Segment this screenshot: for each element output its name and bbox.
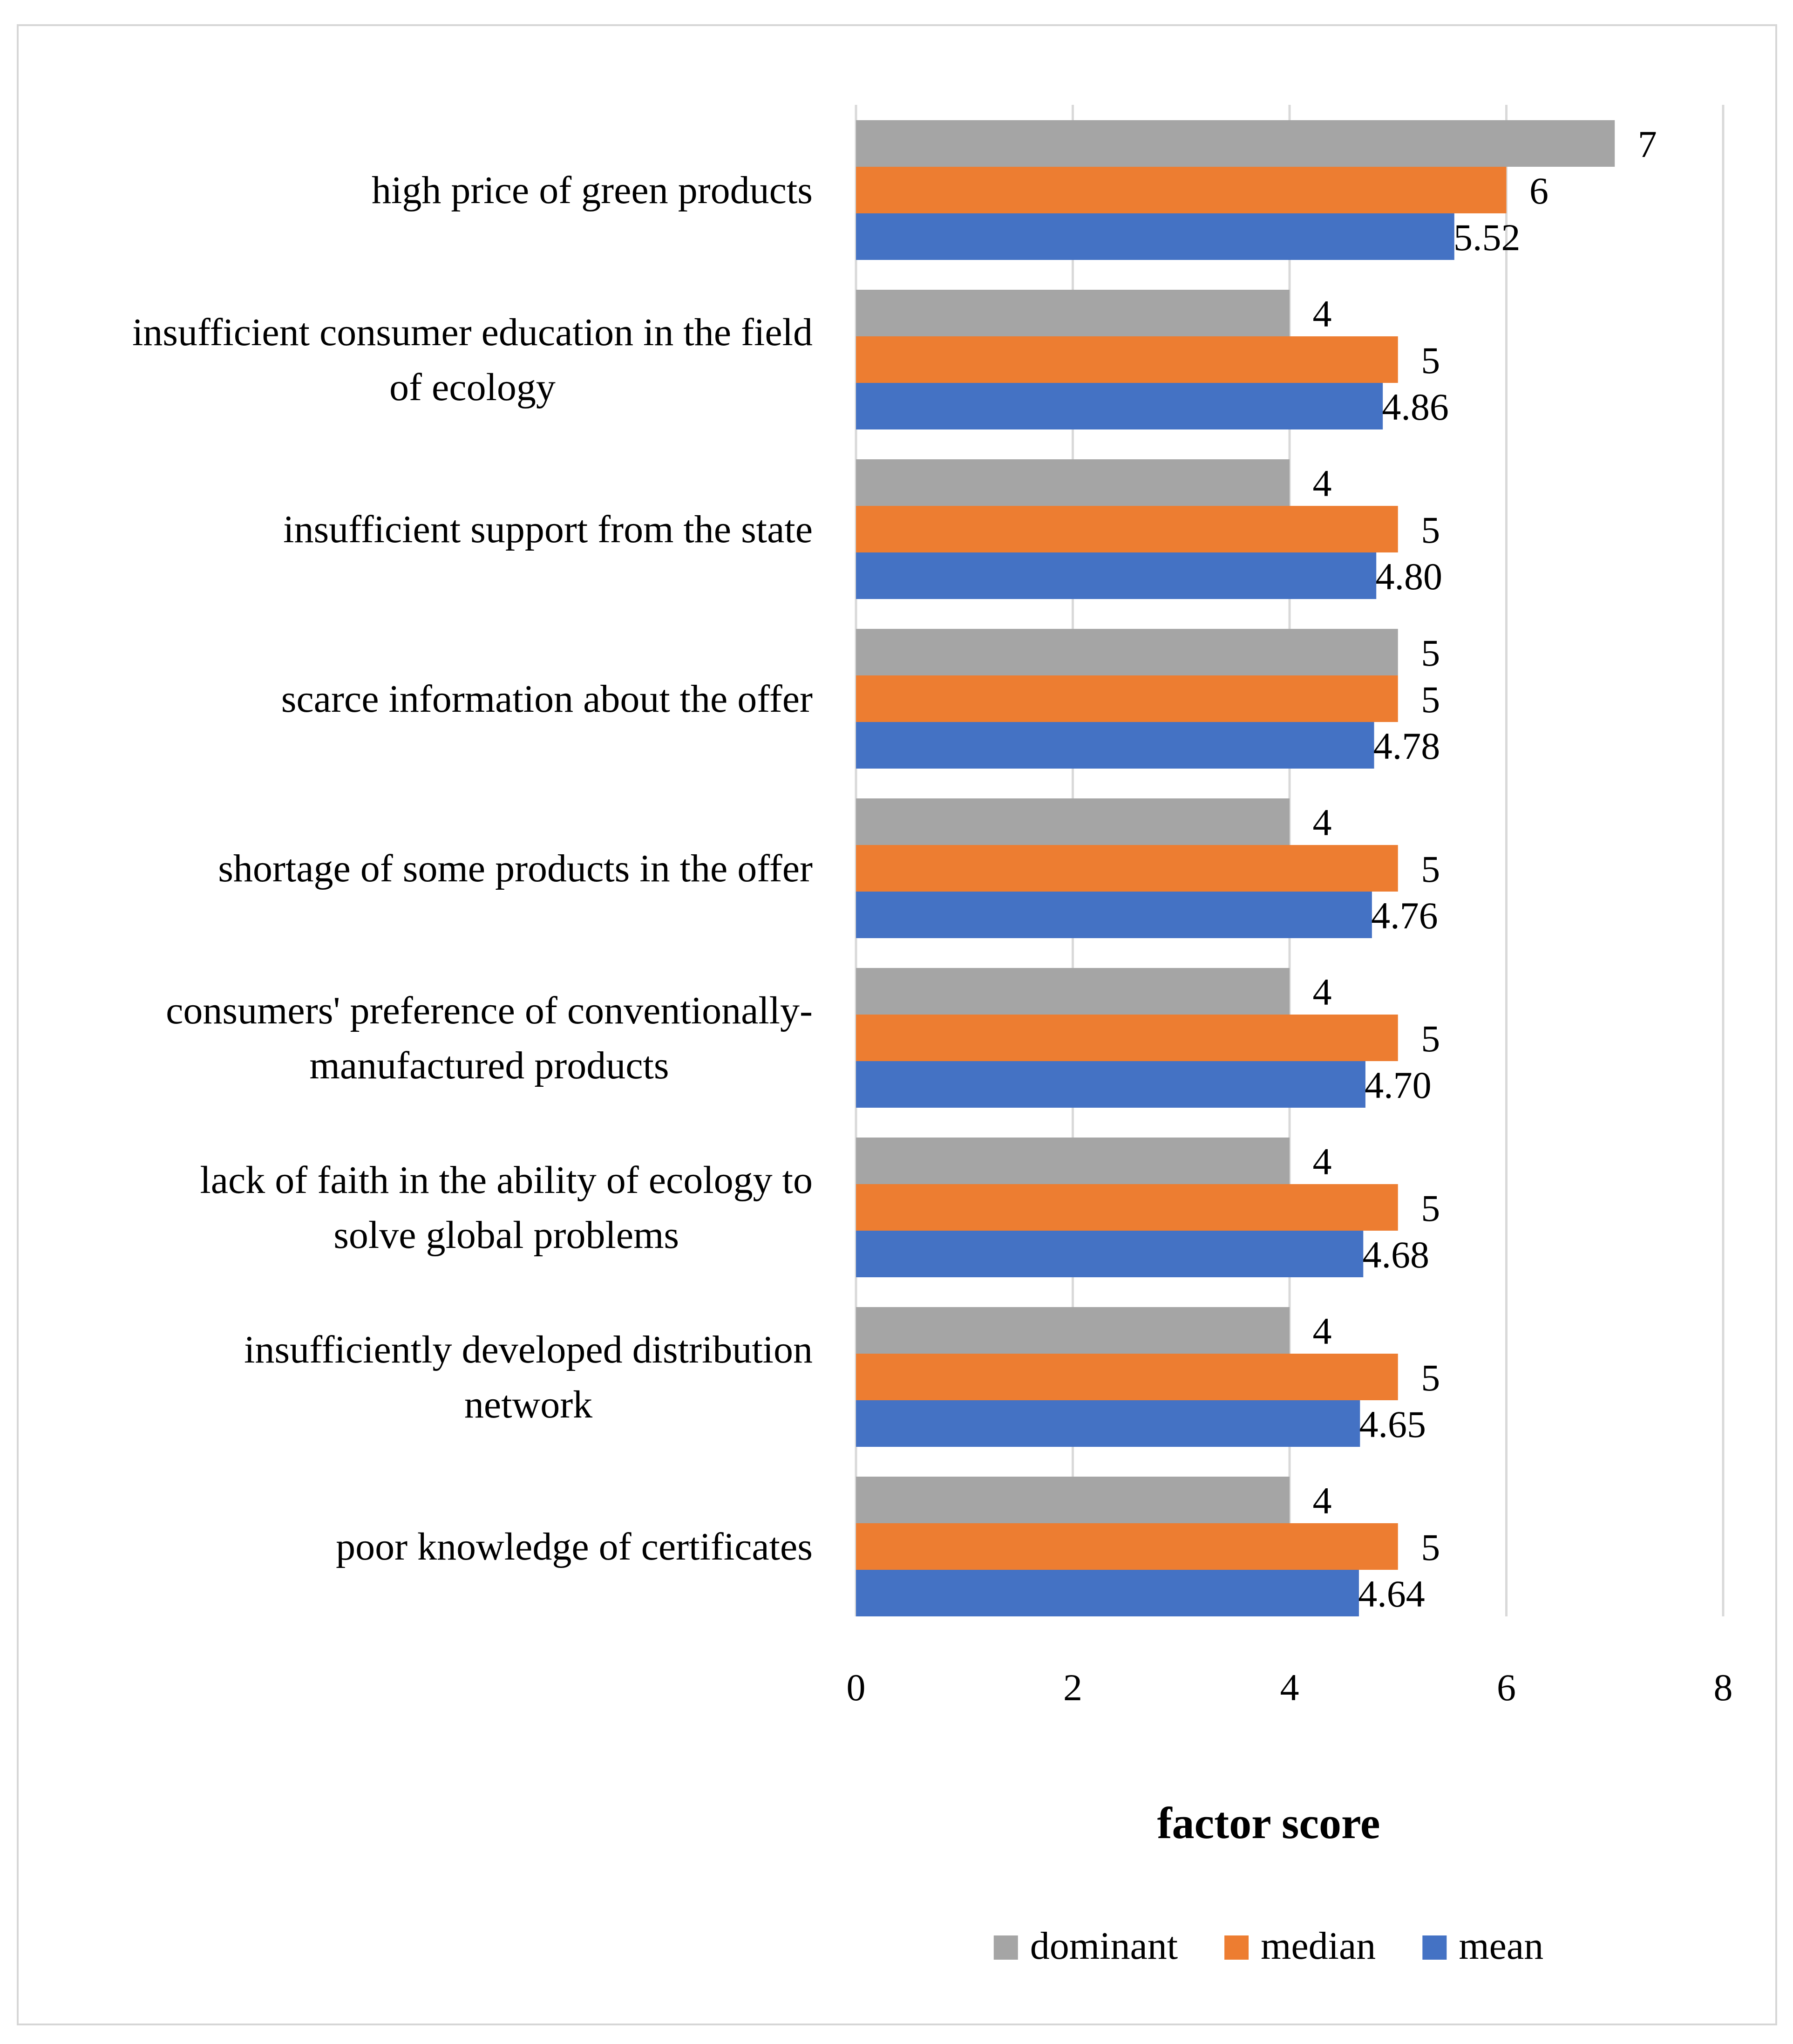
category-label: solve global problems bbox=[333, 1213, 679, 1257]
bar-dominant bbox=[856, 459, 1290, 506]
data-label-mean: 4.76 bbox=[1371, 894, 1438, 937]
bars bbox=[856, 120, 1615, 1616]
bar-mean bbox=[856, 1400, 1360, 1447]
data-labels: 765.52454.86454.80554.78454.76454.70454.… bbox=[1313, 123, 1657, 1615]
bar-dominant bbox=[856, 629, 1398, 675]
data-label-mean: 4.86 bbox=[1382, 386, 1449, 428]
legend-label-dominant: dominant bbox=[1030, 1924, 1178, 1968]
category-label: lack of faith in the ability of ecology … bbox=[200, 1158, 813, 1202]
x-axis-title: factor score bbox=[1157, 1798, 1380, 1848]
bar-median bbox=[856, 1184, 1398, 1231]
bar-dominant bbox=[856, 120, 1615, 167]
bar-median bbox=[856, 1015, 1398, 1061]
bar-mean bbox=[856, 892, 1372, 938]
data-label-median: 5 bbox=[1421, 509, 1440, 551]
data-label-median: 5 bbox=[1421, 1017, 1440, 1060]
data-label-mean: 4.64 bbox=[1358, 1573, 1425, 1615]
data-label-mean: 4.65 bbox=[1359, 1403, 1426, 1445]
data-label-mean: 4.70 bbox=[1365, 1064, 1432, 1106]
bar-median bbox=[856, 1354, 1398, 1400]
legend-swatch-median bbox=[1224, 1935, 1249, 1960]
category-label: poor knowledge of certificates bbox=[336, 1525, 813, 1568]
bar-mean bbox=[856, 383, 1383, 429]
category-label: network bbox=[464, 1383, 592, 1426]
bar-dominant bbox=[856, 290, 1290, 336]
data-label-dominant: 4 bbox=[1313, 801, 1332, 844]
legend-swatch-dominant bbox=[993, 1935, 1018, 1960]
category-label: high price of green products bbox=[372, 169, 813, 212]
x-tick-label: 0 bbox=[847, 1666, 866, 1709]
bar-median bbox=[856, 845, 1398, 892]
data-label-dominant: 5 bbox=[1421, 632, 1440, 674]
data-label-dominant: 4 bbox=[1313, 462, 1332, 504]
category-label: manufactured products bbox=[310, 1044, 669, 1087]
legend-label-median: median bbox=[1261, 1924, 1376, 1968]
x-tick-label: 2 bbox=[1063, 1666, 1082, 1709]
category-labels: high price of green products insufficient… bbox=[132, 169, 813, 1568]
bar-median bbox=[856, 506, 1398, 552]
bar-dominant bbox=[856, 798, 1290, 845]
data-label-mean: 4.78 bbox=[1373, 725, 1440, 767]
bar-mean bbox=[856, 722, 1374, 769]
category-label: insufficient consumer education in the f… bbox=[132, 311, 813, 354]
bar-median bbox=[856, 675, 1398, 722]
bar-median bbox=[856, 336, 1398, 383]
bar-mean bbox=[856, 1570, 1359, 1616]
category-label: insufficiently developed distribution bbox=[244, 1328, 813, 1371]
x-tick-label: 4 bbox=[1280, 1666, 1299, 1709]
data-label-mean: 4.80 bbox=[1375, 555, 1442, 598]
legend-swatch-mean bbox=[1422, 1935, 1447, 1960]
legend-label-mean: mean bbox=[1459, 1924, 1543, 1968]
data-label-dominant: 7 bbox=[1638, 123, 1657, 165]
data-label-mean: 5.52 bbox=[1453, 216, 1521, 259]
bar-dominant bbox=[856, 1138, 1290, 1184]
category-label: shortage of some products in the offer bbox=[218, 847, 813, 890]
data-label-median: 5 bbox=[1421, 1526, 1440, 1568]
data-label-dominant: 4 bbox=[1313, 293, 1332, 335]
data-label-dominant: 4 bbox=[1313, 1140, 1332, 1183]
bar-dominant bbox=[856, 1307, 1290, 1354]
data-label-median: 5 bbox=[1421, 339, 1440, 382]
bar-dominant bbox=[856, 1477, 1290, 1523]
bar-mean bbox=[856, 1231, 1364, 1277]
bar-median bbox=[856, 1523, 1398, 1570]
data-label-dominant: 4 bbox=[1313, 971, 1332, 1013]
data-label-median: 5 bbox=[1421, 1356, 1440, 1399]
category-label: insufficient support from the state bbox=[283, 508, 813, 551]
bar-mean bbox=[856, 213, 1454, 260]
data-label-mean: 4.68 bbox=[1363, 1233, 1430, 1276]
data-label-median: 6 bbox=[1529, 170, 1548, 212]
bar-mean bbox=[856, 1061, 1365, 1108]
legend: dominant median mean bbox=[993, 1924, 1543, 1968]
bar-median bbox=[856, 167, 1507, 213]
data-label-median: 5 bbox=[1421, 1187, 1440, 1229]
category-label: scarce information about the offer bbox=[281, 677, 813, 721]
category-label: consumers' preference of conventionally- bbox=[166, 989, 813, 1032]
category-label: of ecology bbox=[389, 366, 556, 409]
bar-mean bbox=[856, 552, 1377, 599]
bar-dominant bbox=[856, 968, 1290, 1015]
x-tick-label: 6 bbox=[1497, 1666, 1516, 1709]
data-label-dominant: 4 bbox=[1313, 1310, 1332, 1352]
data-label-median: 5 bbox=[1421, 848, 1440, 890]
data-label-dominant: 4 bbox=[1313, 1479, 1332, 1522]
x-tick-label: 8 bbox=[1714, 1666, 1733, 1709]
x-axis-ticks: 0 2 4 6 8 bbox=[847, 1666, 1733, 1709]
data-label-median: 5 bbox=[1421, 678, 1440, 721]
